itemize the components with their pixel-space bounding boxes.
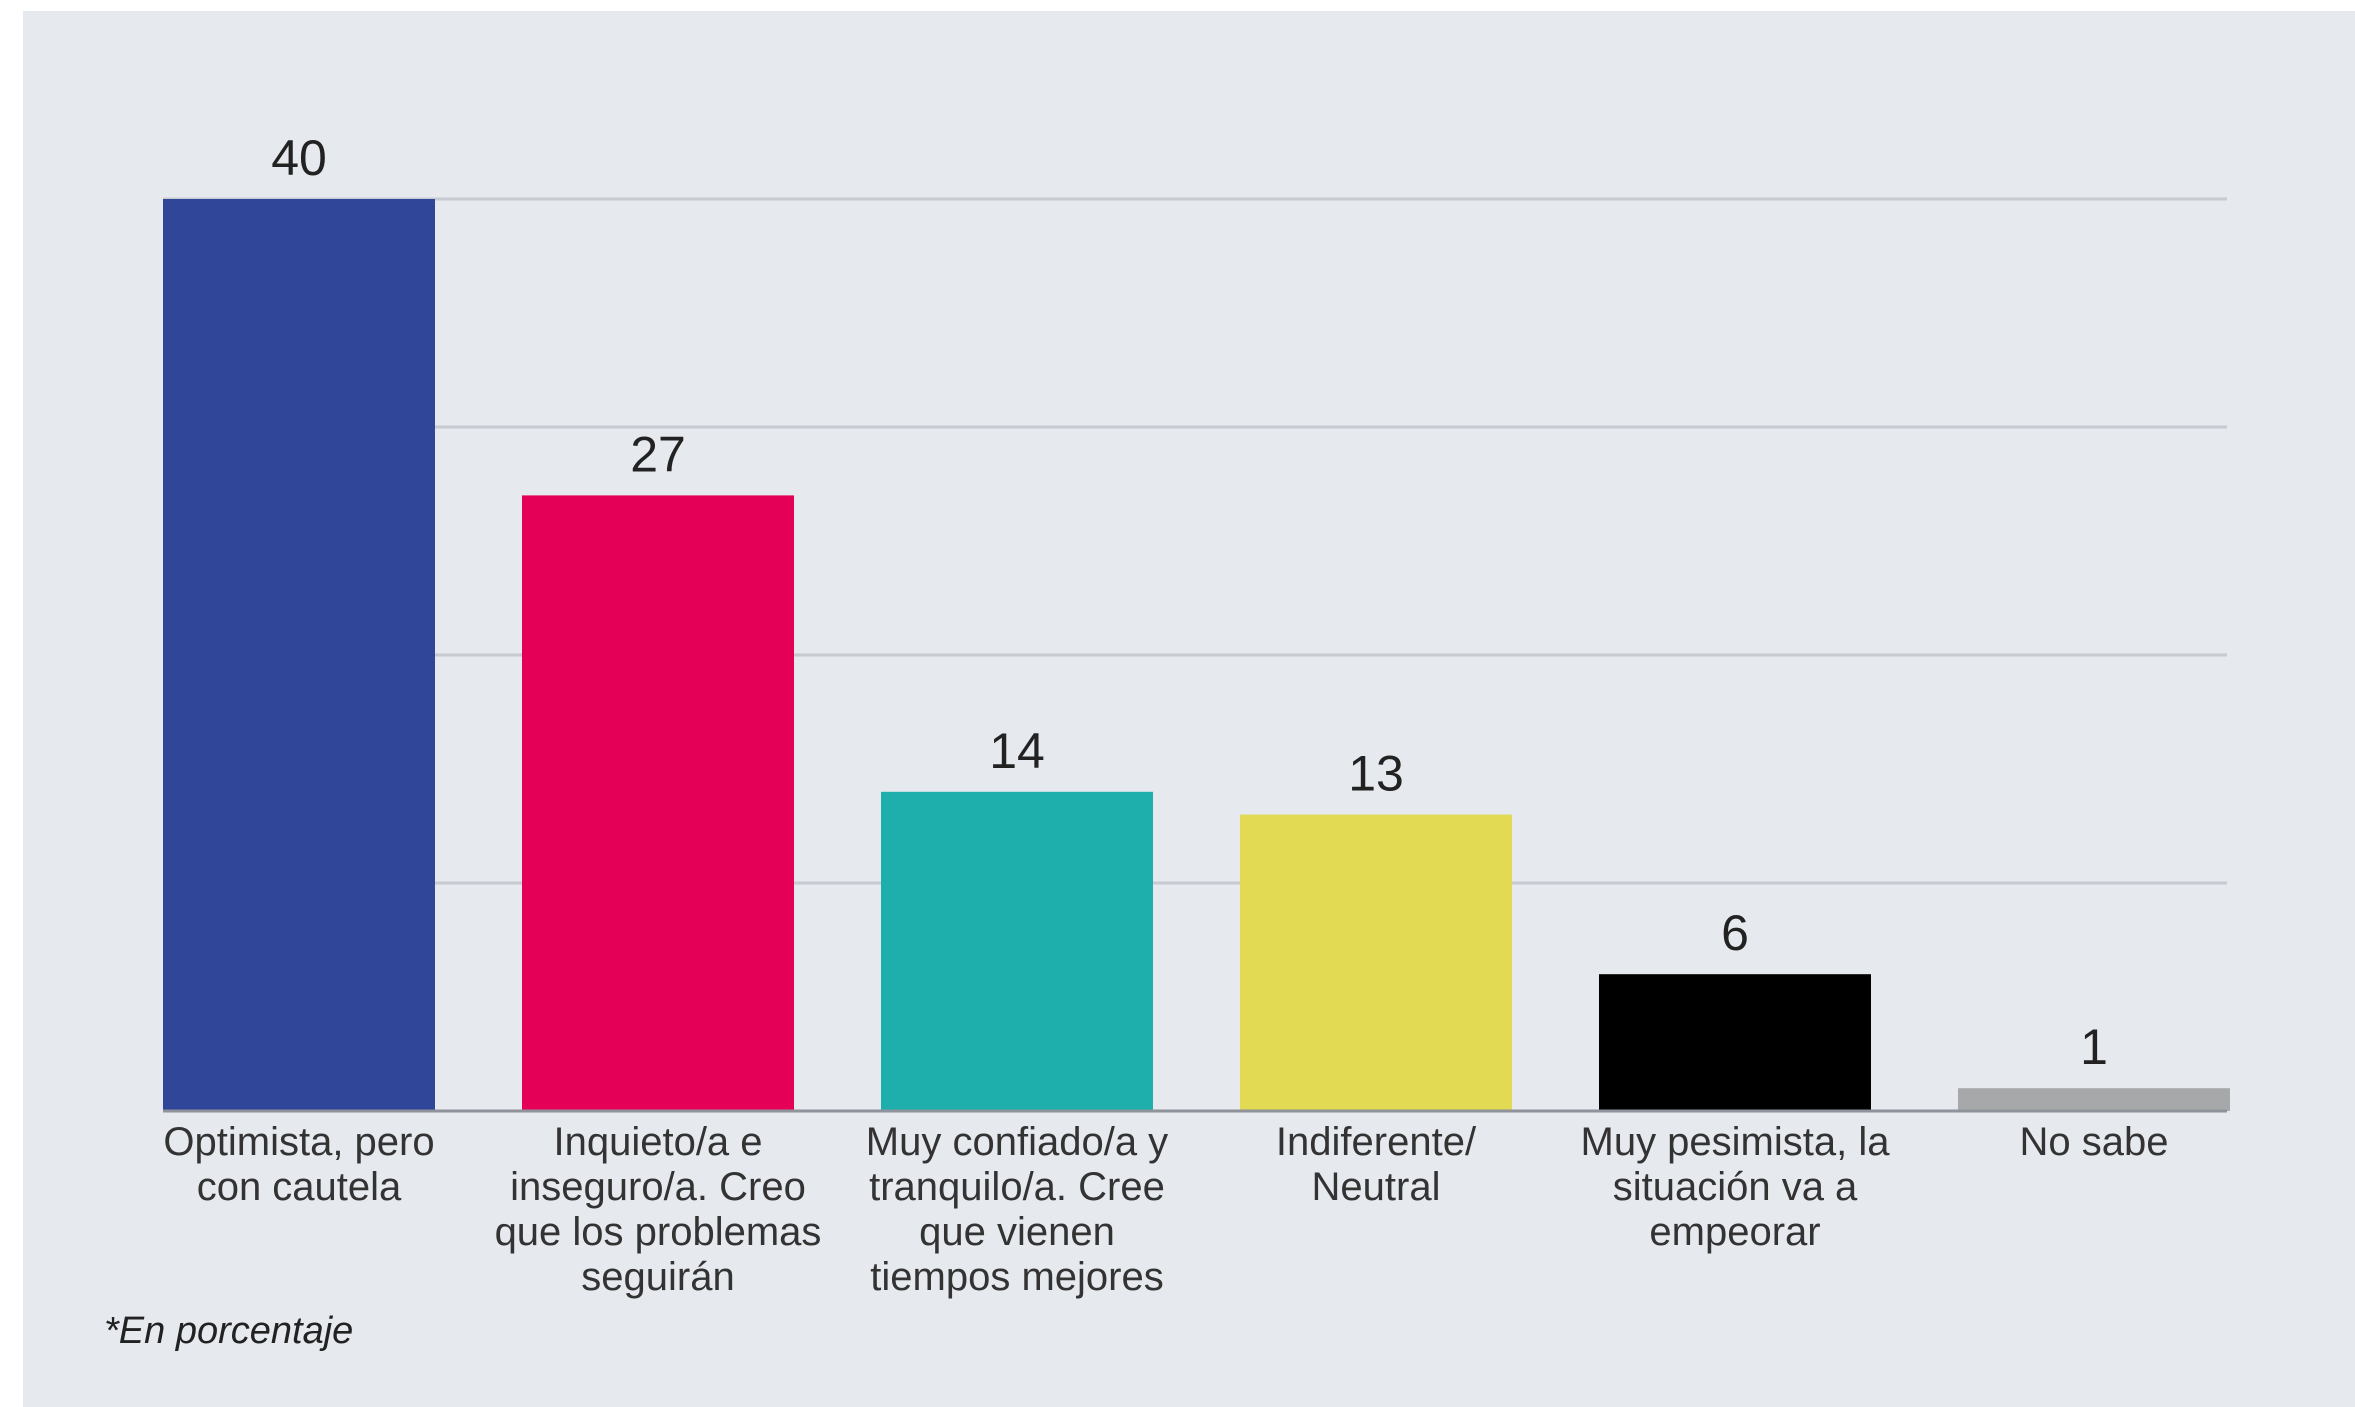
x-tick-label: Indiferente/ Neutral xyxy=(1275,1120,1477,1209)
bar xyxy=(1240,814,1512,1111)
gridlines xyxy=(163,197,2227,885)
bar xyxy=(1958,1088,2230,1111)
data-label: 40 xyxy=(271,130,327,186)
x-tick-label: No sabe xyxy=(2019,1120,2169,1164)
bar xyxy=(522,495,794,1111)
data-label: 27 xyxy=(630,426,686,482)
x-tick-label: Optimista, pero con cautela xyxy=(163,1120,435,1209)
bar xyxy=(1599,974,1871,1111)
data-label: 1 xyxy=(2080,1019,2108,1075)
data-label: 6 xyxy=(1721,905,1749,961)
data-label: 13 xyxy=(1348,746,1404,802)
x-tick-label: Muy pesimista, la situación va a empeora… xyxy=(1580,1120,1890,1254)
bar xyxy=(881,791,1153,1111)
bar xyxy=(163,199,435,1111)
footnote: *En porcentaje xyxy=(104,1310,354,1352)
x-tick-label: Muy confiado/a y tranquilo/a. Cree que v… xyxy=(865,1120,1169,1299)
data-label: 14 xyxy=(989,723,1045,779)
x-tick-label: Inquieto/a e inseguro/a. Creo que los pr… xyxy=(494,1120,822,1299)
value-labels: 40 27 14 13 6 1 xyxy=(271,130,2108,1075)
bars xyxy=(163,199,2230,1111)
